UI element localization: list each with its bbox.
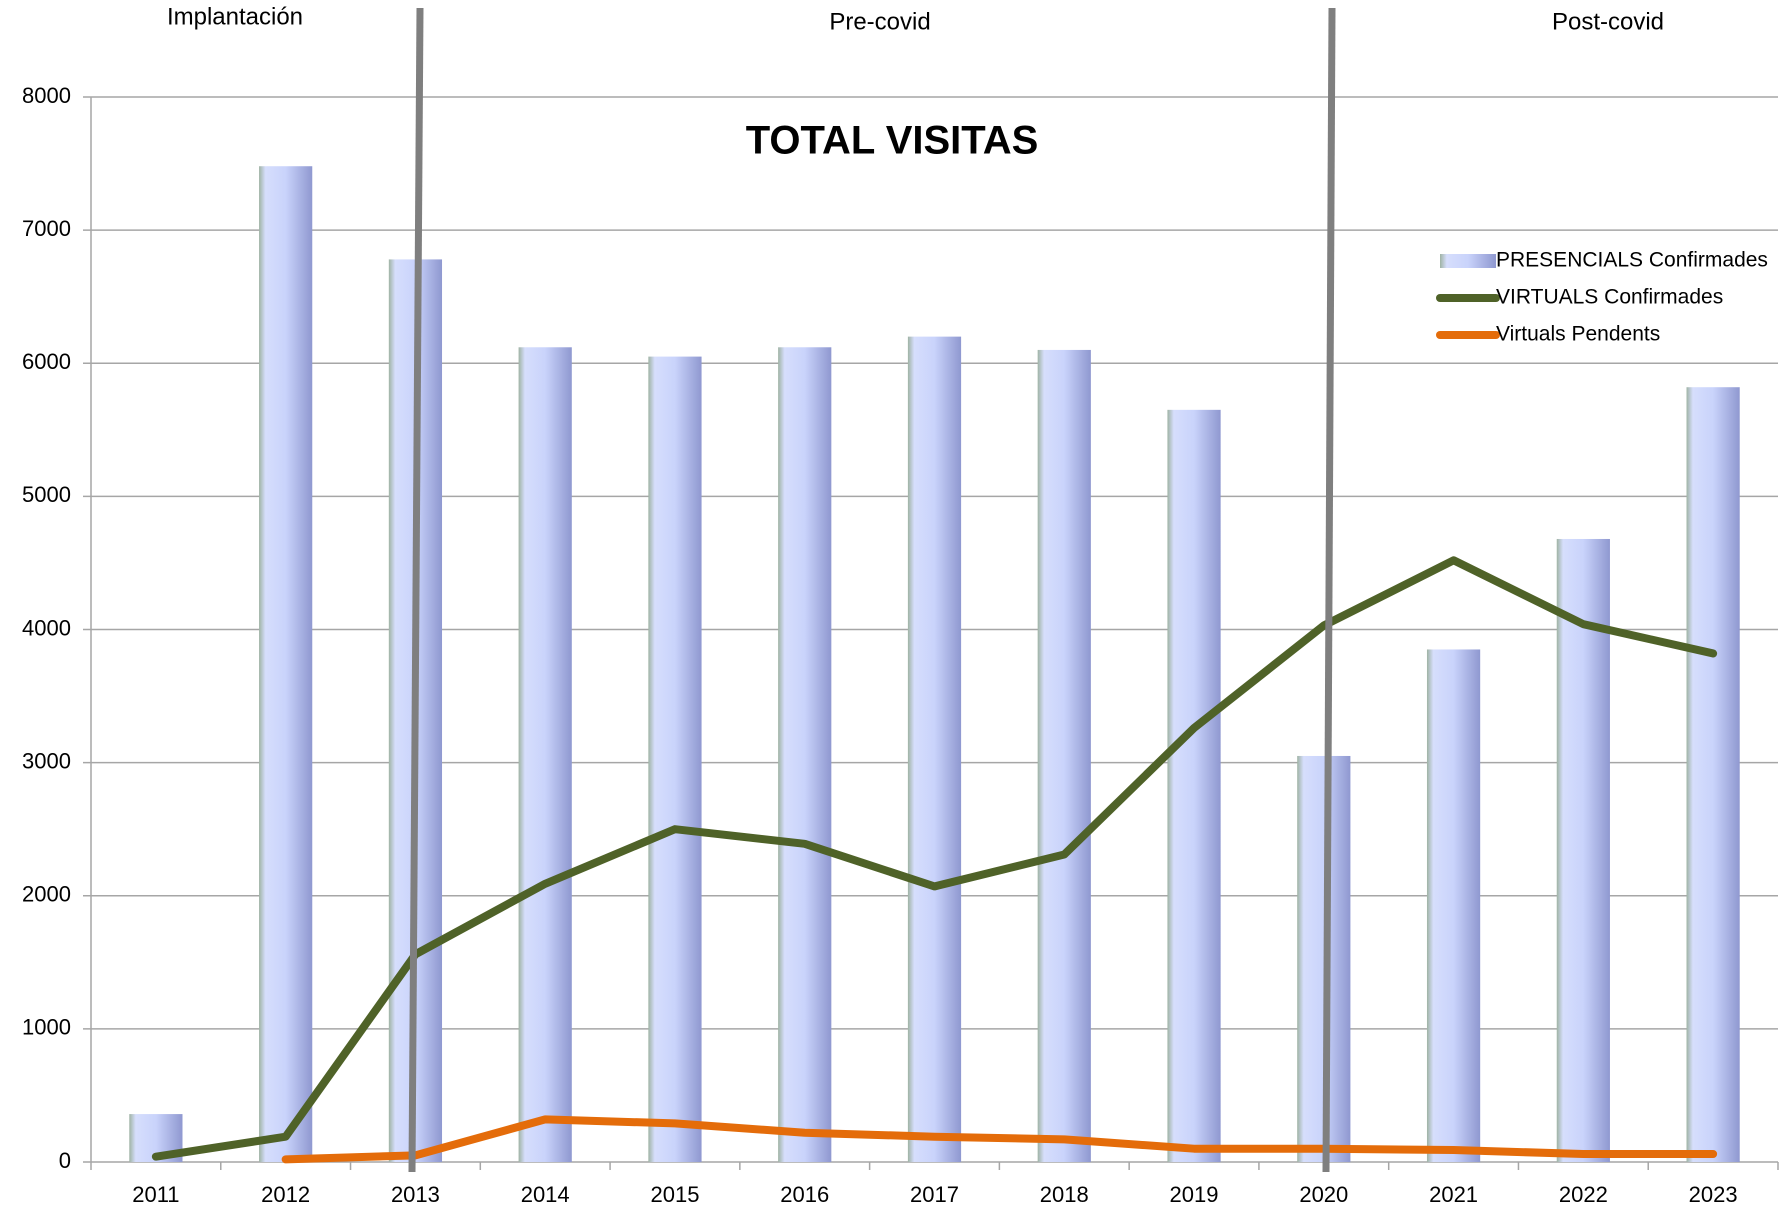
- legend-label: PRESENCIALS Confirmades: [1496, 249, 1768, 272]
- bar: [259, 166, 313, 1163]
- y-tick-label: 1000: [22, 1015, 71, 1040]
- bar: [1167, 409, 1221, 1162]
- plot-area: 0 1000 2000 3000 4000 5000 6000 7000 8000 2011 201…: [22, 83, 1779, 1205]
- chart-title: TOTAL VISITAS: [746, 119, 1039, 163]
- x-tick-label: 2020: [1299, 1182, 1348, 1205]
- bar: [648, 356, 702, 1162]
- x-tick-label: 2019: [1170, 1182, 1219, 1205]
- period-label: Post-covid: [1552, 8, 1664, 35]
- bar: [1426, 649, 1481, 1162]
- y-tick-label: 6000: [22, 349, 71, 374]
- y-tick-label: 2000: [22, 882, 71, 907]
- x-tick-label: 2015: [650, 1182, 699, 1205]
- legend-swatch: [1440, 254, 1496, 268]
- x-tick-label: 2018: [1040, 1182, 1089, 1205]
- x-tick-label: 2022: [1559, 1182, 1608, 1205]
- x-tick-label: 2013: [391, 1182, 440, 1205]
- bar: [518, 347, 572, 1162]
- x-tick-label: 2021: [1429, 1182, 1478, 1205]
- x-tick-label: 2017: [910, 1182, 959, 1205]
- x-tick-label: 2012: [261, 1182, 310, 1205]
- y-tick-label: 5000: [22, 482, 71, 507]
- period-divider: [1322, 7, 1336, 1173]
- legend: PRESENCIALS Confirmades VIRTUALS Confirma…: [1436, 249, 1768, 346]
- period-label: Pre-covid: [829, 8, 930, 35]
- y-tick-label: 0: [59, 1148, 71, 1173]
- x-tick-label: 2023: [1689, 1182, 1738, 1205]
- line: [281, 1115, 1718, 1164]
- period-divider: [408, 7, 424, 1173]
- bar: [1556, 538, 1610, 1162]
- bar: [1686, 387, 1740, 1162]
- period-label: Implantación: [167, 3, 303, 30]
- y-tick-label: 3000: [22, 748, 71, 773]
- y-tick-label: 7000: [22, 216, 71, 241]
- bar: [907, 336, 962, 1162]
- y-tick-label: 4000: [22, 615, 71, 640]
- legend-label: Virtuals Pendents: [1496, 323, 1660, 346]
- x-tick-label: 2016: [780, 1182, 829, 1205]
- x-tick-label: 2014: [521, 1182, 570, 1205]
- x-tick-label: 2011: [132, 1182, 179, 1205]
- y-tick-label: 8000: [22, 83, 71, 108]
- bar: [778, 347, 832, 1162]
- bar: [1037, 349, 1091, 1162]
- legend-label: VIRTUALS Confirmades: [1496, 286, 1723, 309]
